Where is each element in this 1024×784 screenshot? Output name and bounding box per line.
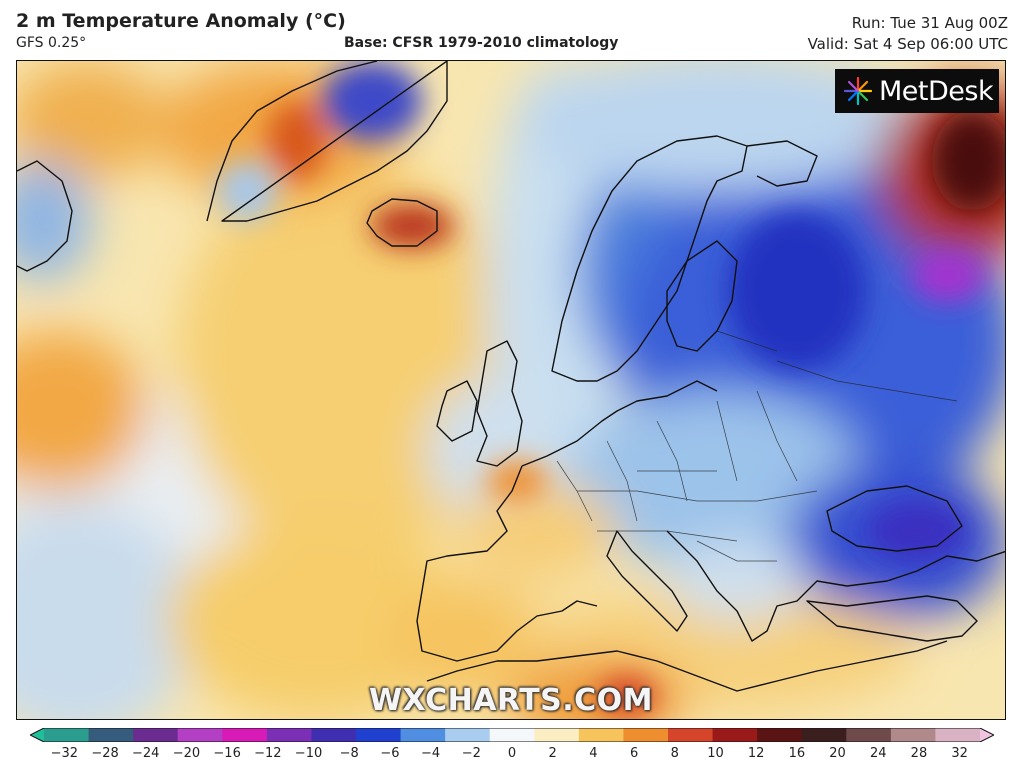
black-sea-very-cold-core <box>867 501 967 561</box>
colorbar-tick-label: −10 <box>294 746 323 761</box>
wxcharts-watermark: WXCHARTS.COM <box>368 683 654 718</box>
great-britain-coastline <box>476 340 523 467</box>
ireland-coastline <box>436 380 478 442</box>
valid-time-label: Valid: Sat 4 Sep 06:00 UTC <box>807 35 1008 53</box>
colorbar-segment <box>534 728 580 742</box>
colorbar-segment <box>712 728 758 742</box>
scandinavia-coastline <box>551 135 748 382</box>
colorbar-tick-label: 2 <box>548 746 557 761</box>
metdesk-logo-text: MetDesk <box>879 75 994 107</box>
colorbar-tick-label: 32 <box>951 746 968 761</box>
country-borders <box>556 330 958 562</box>
greenland-south-cool <box>217 161 277 221</box>
colorbar-tick-label: 16 <box>788 746 806 761</box>
colorbar-tick-label: −4 <box>421 746 441 761</box>
colorbar-tick-label: 8 <box>670 746 679 761</box>
colorbar-tick-label: 12 <box>747 746 765 761</box>
colorbar-segment <box>846 728 892 742</box>
italy-coastline <box>606 530 688 632</box>
model-label: GFS 0.25° <box>16 35 87 51</box>
colorbar-tick-label: 4 <box>589 746 598 761</box>
subtropical-warm-zone <box>167 521 467 719</box>
siberia-extreme-hot-core <box>932 111 1005 211</box>
metdesk-starburst-icon <box>843 76 873 106</box>
colorbar-segment <box>266 728 312 742</box>
map-canvas <box>17 61 1005 719</box>
turkey-coastline <box>806 595 978 642</box>
colorbar-segment <box>890 728 936 742</box>
russia-very-cold-core <box>727 211 867 371</box>
colorbar-segment <box>489 728 535 742</box>
colorbar-over-arrow <box>980 728 994 742</box>
colorbar-segment <box>222 728 268 742</box>
colorbar-segment <box>177 728 223 742</box>
balkans-cool-zone <box>667 541 807 621</box>
colorbar-tick-label: −32 <box>50 746 79 761</box>
kola-coastline <box>746 140 818 187</box>
colorbar-tick-label: −8 <box>339 746 359 761</box>
colorbar-segment <box>400 728 446 742</box>
france-warm-zone <box>457 481 617 581</box>
algeria-hot-core <box>597 676 657 716</box>
atlantic-cool-zone <box>17 501 197 719</box>
labrador-cool-zone <box>17 161 92 281</box>
colorbar-tick-label: −12 <box>254 746 282 761</box>
colorbar-segment <box>356 728 402 742</box>
colorbar-tick-label: 28 <box>910 746 928 761</box>
colorbar-tick-label: 10 <box>707 746 724 761</box>
colorbar-segment <box>668 728 714 742</box>
colorbar-tick-label: −16 <box>213 746 241 761</box>
greenland-coastline <box>206 61 448 222</box>
colorbar-segment <box>445 728 491 742</box>
greenland-hot-core <box>267 101 327 181</box>
colorbar-segment <box>44 728 90 742</box>
russia-extreme-cold-core <box>912 251 982 301</box>
finland-coastline <box>666 240 738 352</box>
colorbar-tick-labels: −32 −28 −24 −20 −16 −12 −10 −8 −6 −4 −2 0 2 4 6 8 10 12 16… <box>30 746 994 770</box>
colorbar-segment <box>133 728 179 742</box>
colorbar-tick-label: −2 <box>461 746 481 761</box>
colorbar-tick-label: 20 <box>829 746 846 761</box>
climatology-base-label: Base: CFSR 1979-2010 climatology <box>344 35 619 51</box>
west-warm-zone <box>17 331 147 491</box>
colorbar-segment <box>623 728 669 742</box>
colorbar-segment <box>757 728 803 742</box>
run-time-label: Run: Tue 31 Aug 00Z <box>851 14 1008 32</box>
arctic-cool-zone <box>517 61 917 191</box>
colorbar-tick-label: 24 <box>869 746 887 761</box>
colorbar <box>30 728 994 742</box>
map-title: 2 m Temperature Anomaly (°C) <box>16 10 346 32</box>
greenland-cold-core <box>322 61 422 141</box>
colorbar-tick-label: −28 <box>91 746 119 761</box>
colorbar-tick-label: 0 <box>507 746 517 761</box>
north-africa-coastline <box>426 640 948 692</box>
colorbar-segment <box>88 728 134 742</box>
colorbar-segment <box>311 728 357 742</box>
iceland-coastline <box>366 198 438 247</box>
colorbar-tick-label: −24 <box>132 746 160 761</box>
balkans-coastline <box>666 530 1005 642</box>
temperature-anomaly-map[interactable]: MetDesk WXCHARTS.COM <box>16 60 1006 720</box>
colorbar-segment <box>578 728 624 742</box>
labrador-coastline <box>17 160 73 272</box>
colorbar-tick-label: 6 <box>629 746 639 761</box>
colorbar-segment <box>935 728 981 742</box>
iceland-hot-core <box>370 204 454 248</box>
iberia-warm-zone <box>387 581 547 701</box>
colorbar-tick-label: −20 <box>172 746 201 761</box>
colorbar-segment <box>801 728 847 742</box>
metdesk-logo: MetDesk <box>835 69 999 113</box>
western-europe-coastline <box>416 380 718 662</box>
alps-warm-core <box>487 461 547 501</box>
labrador-warm-zone <box>17 61 167 181</box>
colorbar-tick-label: −6 <box>380 746 400 761</box>
colorbar-under-arrow <box>30 728 44 742</box>
black-sea-coastline <box>826 485 963 552</box>
